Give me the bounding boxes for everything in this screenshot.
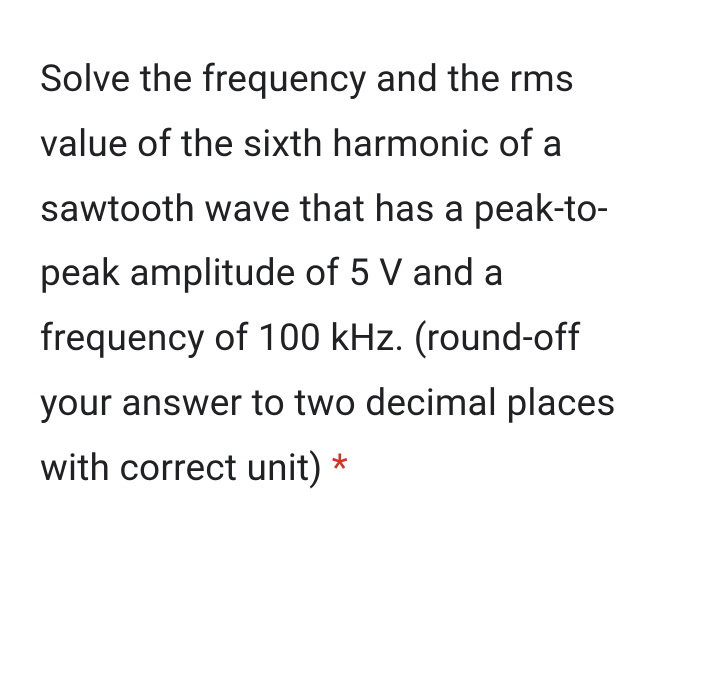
required-asterisk: * [332,447,348,490]
question-container: Solve the frequency and the rms value of… [40,48,661,501]
question-text: Solve the frequency and the rms value of… [40,58,616,490]
